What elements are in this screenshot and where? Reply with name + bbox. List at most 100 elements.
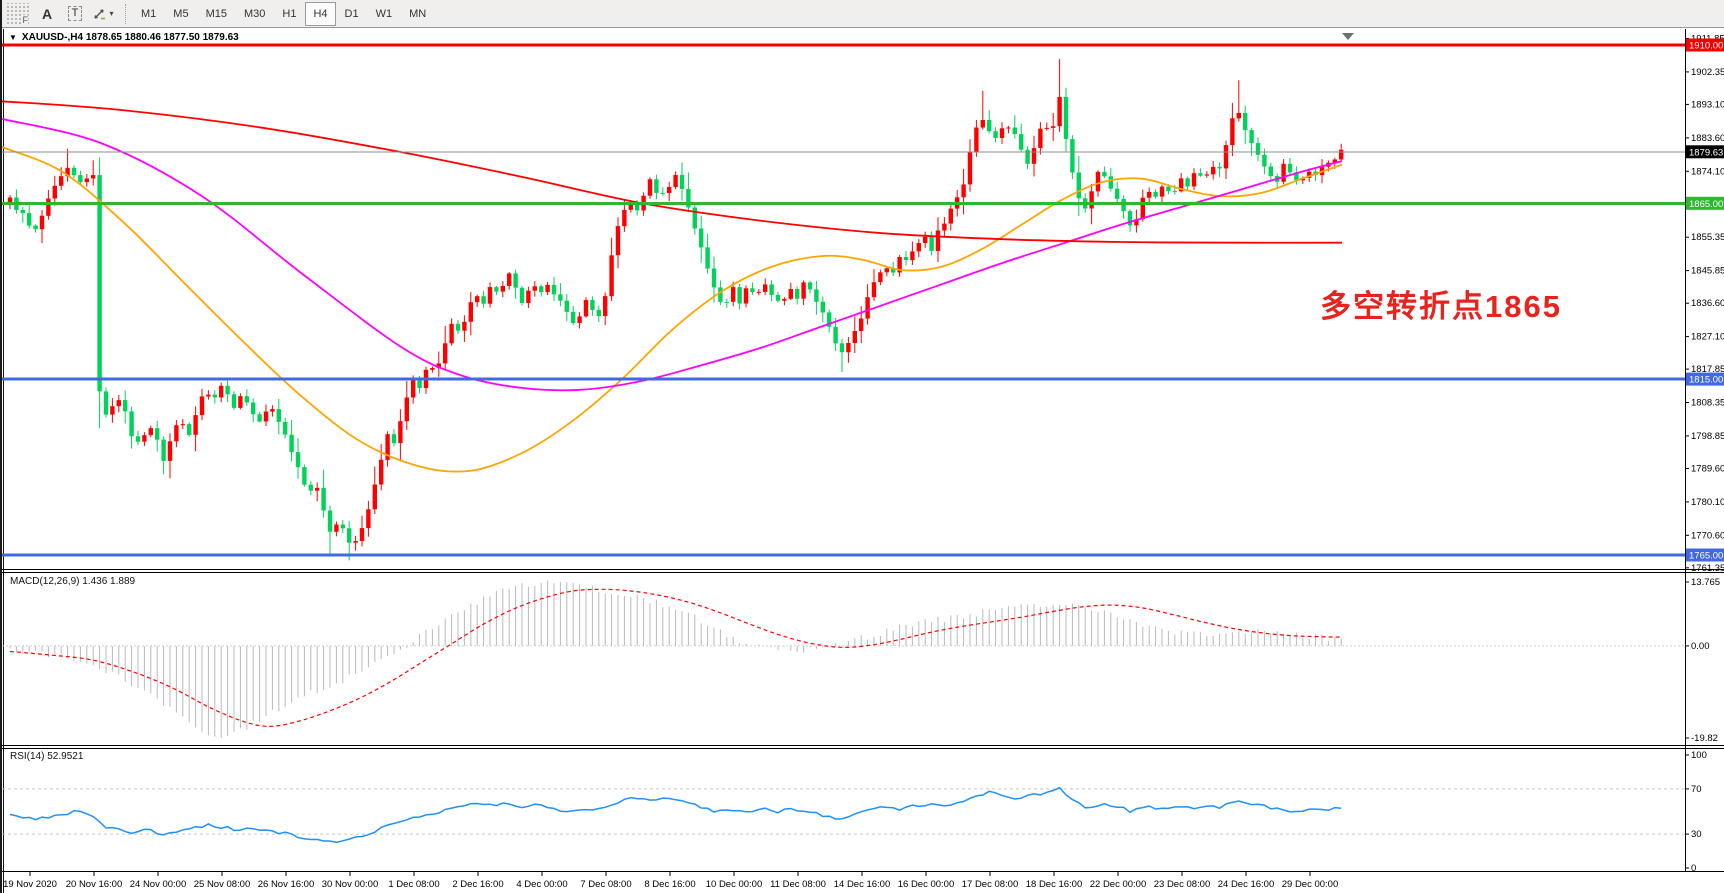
candle-body [1140,197,1145,220]
candles-layer [7,59,1344,561]
timeframe-button-m5[interactable]: M5 [173,7,189,20]
text-label-button[interactable]: T [62,2,88,26]
candle-body [238,396,243,408]
ma-magenta-line [2,118,1343,392]
candle-body [782,298,787,301]
price-badge-1815.00 [1686,372,1724,386]
date-tick-label: 2 Dec 16:00 [452,879,503,890]
candle-body [705,247,710,269]
price-tick-label: 1902.35 [1691,67,1724,78]
rsi-panel[interactable] [2,786,1685,844]
candle-body [187,424,192,435]
timeframe-button-w1[interactable]: W1 [375,7,393,20]
candle-body [775,294,781,301]
date-tick-label: 25 Nov 08:00 [194,879,251,890]
candle-body [110,406,115,415]
price-badge-1765.00 [1686,548,1724,562]
date-tick-label: 14 Dec 16:00 [834,879,891,890]
candle-body [1121,198,1126,212]
candle-body [494,287,499,292]
time-axis[interactable]: 19 Nov 2020 20 Nov 16:00 24 Nov 00:00 25 No… [3,872,1338,890]
macd-panel[interactable] [2,580,1685,738]
candle-body [1044,127,1049,129]
candle-body [321,487,326,511]
candle-body [135,436,141,442]
candle-body [807,282,813,290]
candle-body [750,288,755,292]
candle-body [833,326,838,344]
rsi-indicator-label: RSI(14) 52.9521 [10,751,84,762]
candle-body [1127,211,1133,226]
insert-text-button[interactable]: A [34,2,60,26]
candle-body [475,296,480,303]
cursor-tool-button[interactable]: ▾ [90,2,116,26]
candle-body [756,291,761,293]
candle-body [1076,172,1081,199]
candle-body [1147,191,1152,198]
candle-body [1236,112,1241,119]
timeframe-button-m30[interactable]: M30 [243,7,266,20]
grip-f-label: F [21,14,28,25]
timeframe-button-h4[interactable]: H4 [305,1,336,26]
candle-body [878,272,883,283]
price-tick-label: 1874.10 [1691,166,1724,177]
price-badge-label: 1910.00 [1689,41,1723,52]
candle-body [308,484,313,491]
indicator-axis[interactable]: 13.765 0.00 -19.82 100 70 30 0 [1685,577,1720,874]
date-tick-label: 30 Nov 00:00 [322,879,379,890]
toolbar-grip[interactable]: F [5,2,29,25]
candle-body [1255,143,1261,155]
candle-body [967,151,973,185]
candle-body [820,301,825,313]
candle-body [1332,159,1337,163]
timeframe-button-mn[interactable]: MN [409,7,427,20]
candle-body [430,368,435,370]
chart-shift-marker-icon[interactable] [1342,33,1354,40]
candle-body [948,208,953,224]
candle-body [449,323,454,344]
candle-body [935,230,941,251]
date-tick-label: 7 Dec 08:00 [580,879,631,890]
letter-t-icon: T [67,6,83,21]
candle-body [814,289,819,302]
candle-body [801,282,806,299]
timeframe-button-m15[interactable]: M15 [205,7,227,20]
candle-body [1179,178,1184,192]
candle-body [513,273,518,288]
candle-body [359,528,365,541]
price-tick-label: 1808.35 [1691,398,1724,409]
symbol-dropdown-icon[interactable]: ▼ [9,33,17,42]
candle-body [174,425,179,442]
candle-body [737,287,742,304]
candle-body [1031,148,1037,164]
date-tick-label: 11 Dec 08:00 [770,879,826,890]
price-axis[interactable]: 1911.851902.351893.101883.601874.101855.… [1685,34,1724,574]
candle-body [852,331,857,343]
chart-title-text: XAUUSD-,H4 1878.65 1880.46 1877.50 1879.… [21,32,239,43]
candle-body [327,510,333,532]
candle-body [590,300,595,310]
candle-body [539,286,544,293]
candle-body [571,311,576,323]
timeframe-button-d1[interactable]: D1 [344,7,359,20]
candle-body [231,394,237,408]
candle-body [500,286,505,292]
candle-body [206,394,211,397]
candle-body [46,198,51,216]
date-tick-label: 4 Dec 00:00 [516,879,567,890]
price-badge-1865.00 [1686,196,1724,210]
candle-body [839,343,845,353]
macd-tick-label: 13.765 [1691,577,1720,588]
candle-body [116,400,121,407]
chart-canvas[interactable]: 1911.851902.351893.101883.601874.101855.… [2,29,1724,893]
timeframe-button-m1[interactable]: M1 [141,7,157,20]
candle-body [603,296,608,316]
candle-body [903,257,909,261]
annotation-text: 多空转折点1865 [1320,289,1562,324]
candle-body [1204,174,1209,176]
candle-body [142,435,147,442]
timeframe-button-h1[interactable]: H1 [282,7,297,20]
date-tick-label: 16 Dec 00:00 [898,879,955,890]
candle-body [78,175,83,183]
price-tick-label: 1761.35 [1691,563,1724,574]
